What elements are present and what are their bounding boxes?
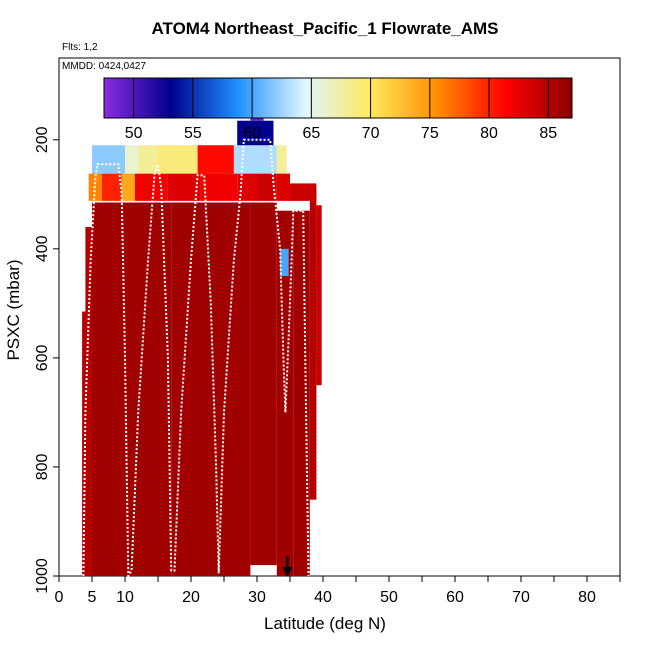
y-tick-label: 1000: [34, 558, 51, 594]
x-axis: 0 5 10 20 30 40 50 60 70 80: [55, 576, 621, 606]
x-tick-label: 50: [380, 589, 398, 606]
x-axis-label: Latitude (deg N): [264, 614, 386, 633]
heatmap-cell: [200, 173, 238, 201]
heatmap-cell: [197, 145, 234, 174]
heatmap-cell: [158, 145, 198, 174]
y-axis: 200 400 600 800 1000: [34, 126, 59, 594]
heatmap-cell: [237, 120, 274, 146]
x-tick-label: 10: [116, 589, 134, 606]
y-tick-label: 800: [34, 454, 51, 481]
y-tick-label: 400: [34, 235, 51, 262]
heatmap-cells: [82, 112, 322, 576]
heatmap-cell: [167, 173, 201, 201]
heatmap-cell: [92, 202, 125, 576]
colorbar-tick-label: 75: [421, 125, 439, 142]
colorbar-gradient: [103, 77, 573, 119]
y-tick-label: 600: [34, 344, 51, 371]
heatmap-cell: [125, 145, 139, 174]
heatmap-cell: [290, 183, 317, 201]
heatmap-cell: [121, 173, 135, 201]
heatmap-cell: [92, 145, 125, 174]
dates-label: MMDD: 0424,0427: [62, 61, 146, 72]
x-tick-label: 5: [88, 589, 97, 606]
heatmap-cell: [280, 248, 289, 277]
heatmap-cell: [250, 202, 277, 566]
colorbar-tick-label: 55: [184, 125, 202, 142]
x-tick-label: 70: [512, 589, 530, 606]
colorbar-tick-label: 50: [125, 125, 143, 142]
x-tick-label: 0: [55, 589, 64, 606]
x-tick-label: 30: [248, 589, 266, 606]
flight-track-line: [82, 138, 310, 580]
plot-frame: [58, 57, 621, 577]
heatmap-cell: [316, 205, 322, 386]
x-tick-label: 80: [578, 589, 596, 606]
heatmap-cell: [276, 145, 287, 174]
flights-label: Flts: 1,2: [62, 42, 98, 53]
colorbar-tick-label: 85: [539, 125, 557, 142]
heatmap-cell: [276, 173, 290, 201]
colorbar-tick-label: 70: [362, 125, 380, 142]
heatmap-cell: [257, 173, 277, 201]
heatmap-cell: [237, 173, 257, 201]
heatmap-cell: [138, 145, 158, 174]
colorbar: 50 55 60 65 70 75 80 85: [103, 77, 573, 142]
colorbar-tick-label: 80: [480, 125, 498, 142]
colorbar-tick-label: 65: [302, 125, 320, 142]
heatmap-cell: [233, 145, 277, 174]
heatmap-cell: [171, 202, 224, 576]
colorbar-tick-label: 60: [243, 125, 261, 142]
x-tick-label: 60: [446, 589, 464, 606]
heatmap-cell: [85, 227, 92, 576]
heatmap-cell: [309, 188, 317, 500]
heatmap-cell: [101, 173, 122, 201]
y-tick-label: 200: [34, 126, 51, 153]
heatmap-cell: [293, 210, 310, 576]
x-tick-label: 20: [182, 589, 200, 606]
heatmap-cell: [224, 202, 251, 576]
latitude-arrow-icon: [282, 556, 293, 577]
chart-title: ATOM4 Northeast_Pacific_1 Flowrate_AMS: [151, 19, 499, 38]
heatmap-cell: [134, 173, 168, 201]
x-tick-label: 40: [314, 589, 332, 606]
